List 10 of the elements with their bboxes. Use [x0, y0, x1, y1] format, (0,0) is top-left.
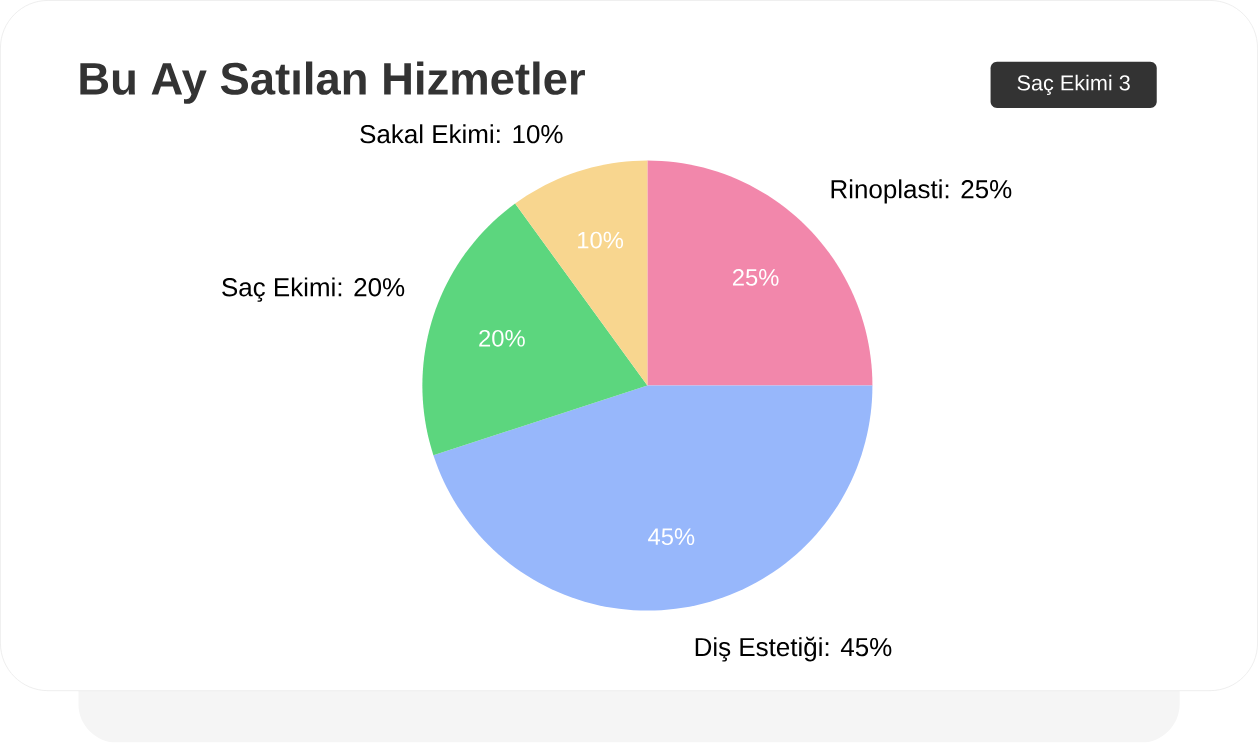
- data-label: 10%: [578, 231, 624, 249]
- slice-label: Saç Ekimi: 20%: [222, 277, 405, 302]
- data-label: 25%: [732, 269, 779, 287]
- data-label: 45%: [648, 528, 695, 546]
- slice-label: Diş Estetiği: 45%: [695, 637, 892, 662]
- chart-title: Bu Ay Satılan Hizmetler: [80, 61, 585, 105]
- text: Saç Ekimi 3: [1017, 74, 1130, 96]
- slice-label: Sakal Ekimi: 10%: [360, 124, 563, 144]
- data-label: 20%: [479, 330, 525, 347]
- slice-label: Rinoplasti: 25%: [831, 179, 1012, 204]
